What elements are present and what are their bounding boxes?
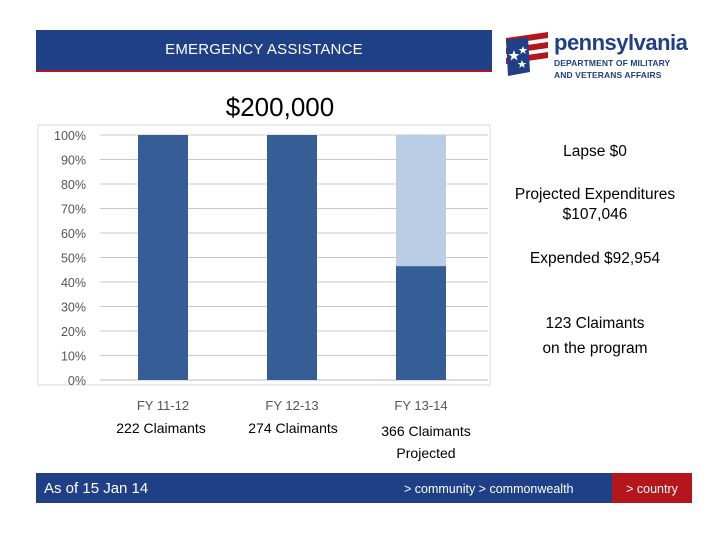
logo-wordmark: pennsylvania [554, 30, 688, 55]
claimants-count: 222 Claimants [116, 420, 206, 436]
x-tick-label: FY 13-14 [394, 398, 447, 413]
pennsylvania-logo: pennsylvania DEPARTMENT OF MILITARY AND … [502, 28, 692, 84]
y-tick-label: 30% [61, 301, 86, 315]
x-tick-label: FY 12-13 [265, 398, 318, 413]
total-amount-label: $200,000 [225, 92, 335, 122]
flag-star-icon [506, 32, 548, 76]
footer-tagline: > community > commonwealth [404, 482, 574, 496]
y-tick-label: 40% [61, 276, 86, 290]
y-tick-label: 80% [61, 178, 86, 192]
chart-plot-frame [37, 124, 491, 386]
y-tick-label: 10% [61, 350, 86, 364]
claimants-line2: on the program [542, 340, 648, 357]
y-tick-label: 60% [61, 227, 86, 241]
lapse-annotation: Lapse $0 [563, 143, 627, 160]
footer-country: > country [626, 482, 678, 496]
bar-segment [267, 135, 317, 380]
y-tick-label: 70% [61, 203, 86, 217]
logo-subtitle-line2: AND VETERANS AFFAIRS [554, 70, 662, 80]
projected-expenditures-annotation: Projected Expenditures $107,046 [490, 185, 700, 225]
claimants-note: Projected [396, 445, 456, 461]
expended-annotation: Expended $92,954 [529, 250, 661, 267]
footer-date: As of 15 Jan 14 [44, 480, 149, 497]
x-tick-label: FY 11-12 [137, 398, 189, 413]
claimants-fy-11-12: 222 Claimants [96, 420, 226, 436]
y-tick-label: 100% [54, 129, 86, 143]
footer-bar [36, 473, 612, 503]
header-title: EMERGENCY ASSISTANCE [165, 41, 363, 58]
y-tick-label: 50% [61, 252, 86, 266]
claimants-fy-12-13: 274 Claimants [228, 420, 358, 436]
y-tick-label: 20% [61, 325, 86, 339]
y-tick-label: 90% [61, 154, 86, 168]
footer-accent-block [612, 473, 692, 503]
projected-line2: $107,046 [562, 206, 628, 223]
claimants-line1: 123 Claimants [545, 315, 645, 332]
logo-subtitle-line1: DEPARTMENT OF MILITARY [554, 58, 671, 68]
bar-segment [396, 266, 446, 380]
y-tick-label: 0% [68, 374, 86, 388]
claimants-count: 366 Claimants [381, 423, 471, 439]
projected-line1: Projected Expenditures [514, 186, 676, 203]
current-claimants-annotation: 123 Claimants on the program [510, 311, 680, 361]
claimants-fy-13-14: 366 Claimants Projected [358, 420, 494, 464]
bar-segment [396, 135, 446, 267]
bar-segment [138, 135, 188, 380]
claimants-count: 274 Claimants [248, 420, 338, 436]
header-bar: EMERGENCY ASSISTANCE [36, 30, 492, 72]
